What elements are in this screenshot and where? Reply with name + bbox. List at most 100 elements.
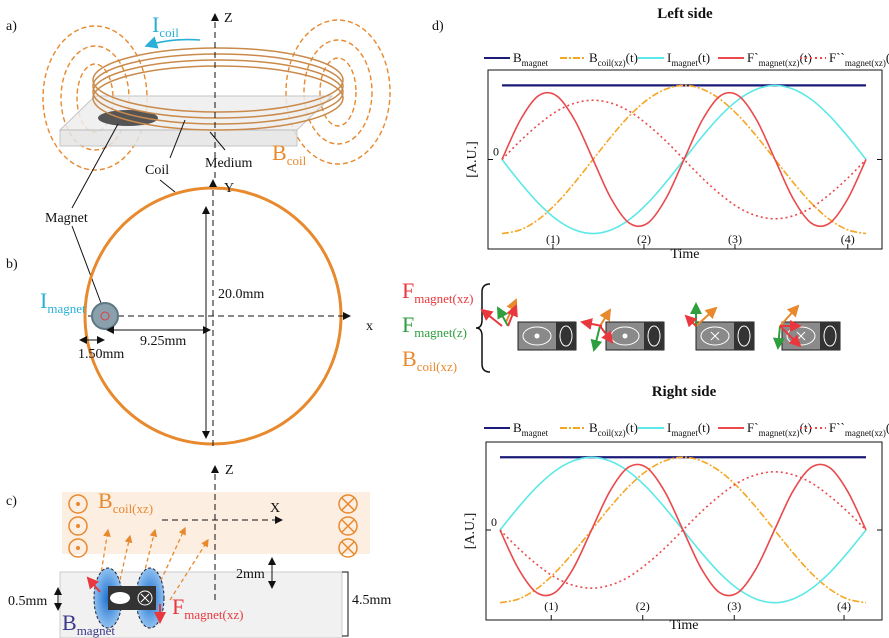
symbol: F xyxy=(402,312,414,337)
legend-label: Imagnet(t) xyxy=(667,50,710,68)
force-legend: Fmagnet(xz) xyxy=(402,278,473,306)
magnet-states xyxy=(482,300,840,350)
legend-label: F``magnet(xz)(t) xyxy=(829,420,889,438)
subscript: coil xyxy=(159,25,179,40)
legend-label: F`magnet(xz)(t) xyxy=(747,50,812,68)
panel-label: d) xyxy=(432,19,444,34)
legend-subscript: magnet(xz) xyxy=(759,58,800,68)
dimension xyxy=(342,572,348,636)
subscript: magnet xyxy=(77,623,116,638)
y-axis-label: [A.U.] xyxy=(465,141,480,178)
dimension-label: 20.0mm xyxy=(218,287,264,302)
chart-title: Left side xyxy=(657,6,713,22)
magnet xyxy=(92,303,118,329)
force-arrow xyxy=(778,326,780,348)
legend-label: Bmagnet xyxy=(513,420,549,438)
legend-subscript: magnet(xz) xyxy=(759,428,800,438)
legend-name: B xyxy=(513,420,522,435)
symbol: F xyxy=(402,278,414,303)
symbol: B xyxy=(402,346,417,371)
y-tick-label: 0 xyxy=(491,515,497,529)
legend-suffix: (t) xyxy=(698,420,710,435)
legend-subscript: magnet(xz) xyxy=(845,58,886,68)
legend-label: Bcoil(xz)(t) xyxy=(589,50,638,68)
legend-subscript: coil(xz) xyxy=(598,428,626,438)
axis-label: Y xyxy=(224,181,234,196)
legend-label: F`magnet(xz)(t) xyxy=(747,420,812,438)
subscript: coil(xz) xyxy=(417,359,457,374)
force-arrow xyxy=(594,326,600,350)
y-axis-label: [A.U.] xyxy=(463,513,478,550)
panel-d: d) Fmagnet(xz) Fmagnet(z) Bcoil(xz) xyxy=(402,19,840,374)
symbol: B xyxy=(62,610,77,635)
current-label: Icoil xyxy=(152,12,179,40)
legend-label: F``magnet(xz)(t) xyxy=(829,50,889,68)
panel-label: b) xyxy=(6,257,18,272)
legend-name: F` xyxy=(747,420,759,435)
panel-label: c) xyxy=(6,494,17,509)
legend-label: Bmagnet xyxy=(513,50,549,68)
axis-label: x xyxy=(366,319,373,334)
subscript: magnet(z) xyxy=(414,325,467,340)
series-line xyxy=(502,93,866,227)
subscript: magnet xyxy=(47,301,86,316)
symbol: B xyxy=(272,140,287,165)
legend-name: F`` xyxy=(829,50,845,65)
medium-label: Medium xyxy=(205,156,253,171)
magnet-label: Magnet xyxy=(45,211,88,226)
brace xyxy=(476,284,490,372)
chart-title: Right side xyxy=(652,384,717,400)
axis-label: X xyxy=(270,501,280,516)
current-arrow xyxy=(146,40,200,46)
force-legend: Bcoil(xz) xyxy=(402,346,457,374)
force-arrow xyxy=(482,310,502,326)
pointer xyxy=(160,180,175,192)
x-tick-label: (3) xyxy=(727,599,741,613)
legend-subscript: magnet xyxy=(522,58,549,68)
x-tick-label: (2) xyxy=(636,599,650,613)
legend-suffix: (t) xyxy=(626,420,638,435)
legend-label: Bcoil(xz)(t) xyxy=(589,420,638,438)
subscript: magnet(xz) xyxy=(414,291,473,306)
legend-label: Imagnet(t) xyxy=(667,420,710,438)
x-axis-label: Time xyxy=(670,247,699,262)
symbol: I xyxy=(40,288,47,313)
axis-label: Z xyxy=(224,11,233,26)
dimension-label: 2mm xyxy=(236,567,265,582)
legend-subscript: magnet xyxy=(671,58,698,68)
panel-c: c) Z X Bcoil(xz) Fmagnet(xz) Bmagnet 2mm… xyxy=(6,463,391,638)
current-label: Imagnet xyxy=(40,288,86,316)
y-tick-label: 0 xyxy=(493,145,499,159)
force-arrow xyxy=(686,316,696,326)
legend-name: B xyxy=(589,420,598,435)
subscript: magnet(xz) xyxy=(184,607,243,622)
coil-label: Coil xyxy=(145,163,169,178)
dimension-label: 4.5mm xyxy=(352,593,391,608)
symbol: I xyxy=(152,12,159,37)
x-tick-label: (3) xyxy=(728,232,742,246)
legend-name: F` xyxy=(747,50,759,65)
symbol: B xyxy=(98,488,113,513)
dimension-label: 1.50mm xyxy=(78,347,124,362)
x-tick-label: (4) xyxy=(841,232,855,246)
dimension-label: 9.25mm xyxy=(140,334,186,349)
legend-subscript: magnet xyxy=(671,428,698,438)
x-tick-label: (4) xyxy=(837,599,851,613)
legend-name: B xyxy=(589,50,598,65)
dimension-label: 0.5mm xyxy=(8,594,47,609)
x-tick-label: (1) xyxy=(544,599,558,613)
subscript: coil(xz) xyxy=(113,501,153,516)
x-axis-label: Time xyxy=(669,618,698,633)
legend-name: F`` xyxy=(829,420,845,435)
panel-label: a) xyxy=(6,19,17,34)
series-line xyxy=(500,464,866,595)
force-legend: Fmagnet(z) xyxy=(402,312,467,340)
dot xyxy=(623,334,628,339)
subscript: coil xyxy=(287,153,307,168)
force-arrow xyxy=(582,322,602,326)
legend-suffix: (t) xyxy=(698,50,710,65)
legend-subscript: magnet(xz) xyxy=(845,428,886,438)
panel-a: a) Z Icoil Bcoil Coil Medium Magnet xyxy=(6,11,390,303)
legend-suffix: (t) xyxy=(626,50,638,65)
legend-subscript: coil(xz) xyxy=(598,58,626,68)
